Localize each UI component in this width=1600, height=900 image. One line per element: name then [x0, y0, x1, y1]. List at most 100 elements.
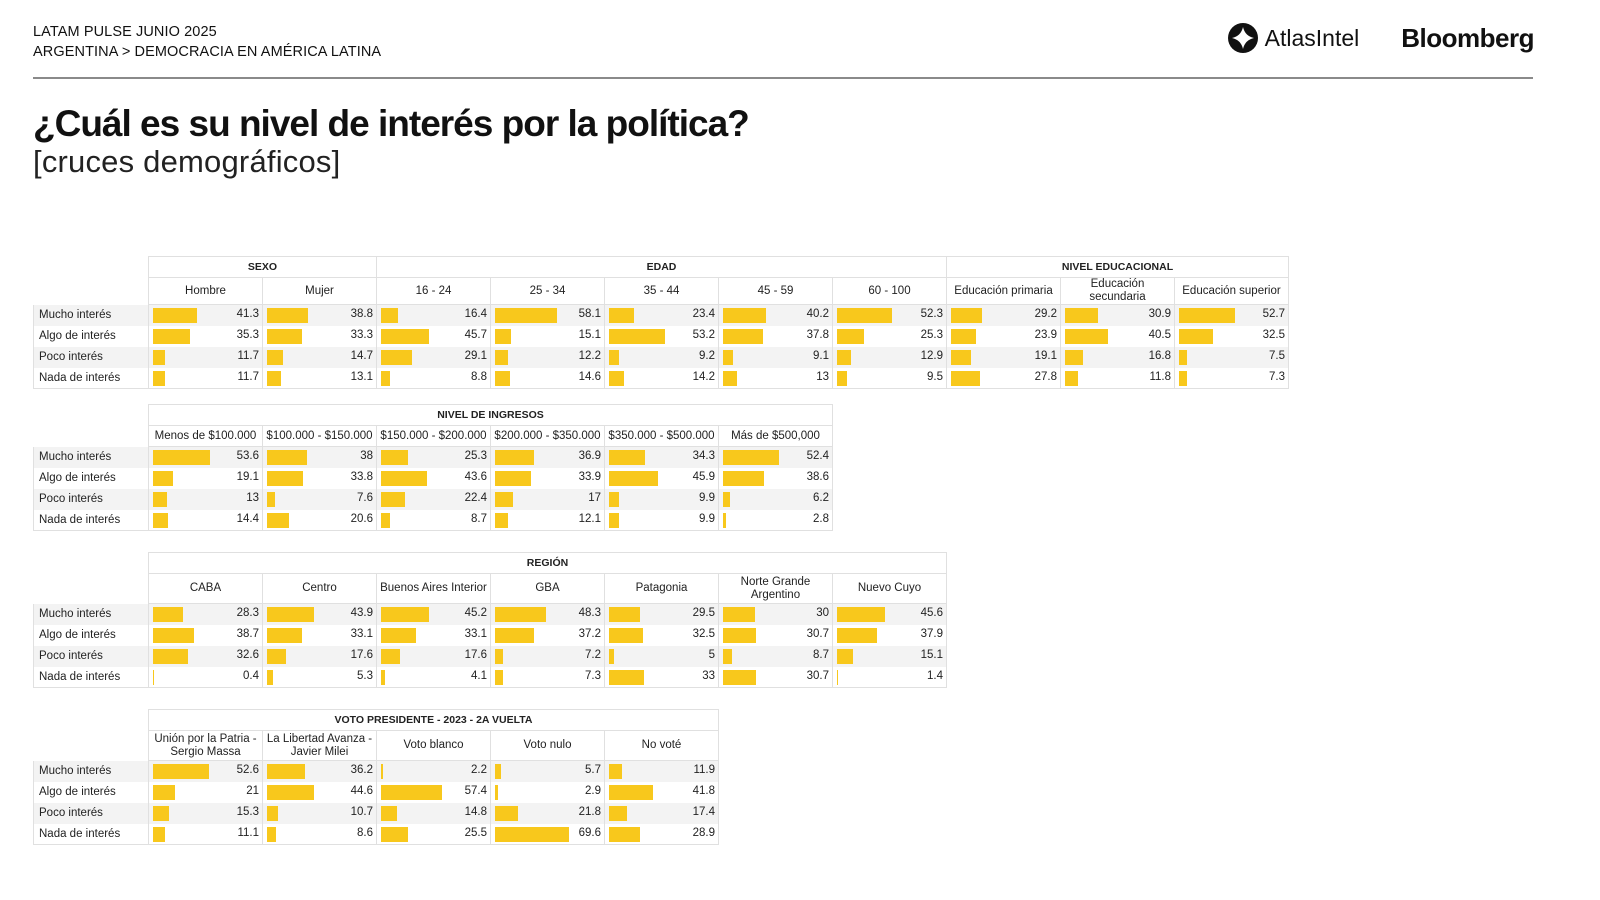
- data-cell: 10.7: [262, 802, 377, 824]
- value-bar: [267, 669, 273, 685]
- data-cell: 30.9: [1060, 304, 1175, 326]
- data-cell: 23.4: [604, 304, 719, 326]
- crosstab-table: SEXO EDAD NIVEL EDUCACIONAL Hombre Mujer 16 -…: [33, 256, 1289, 389]
- data-cell: 12.2: [490, 346, 605, 368]
- value-label: 38.6: [806, 470, 829, 483]
- data-cell: 33.1: [262, 624, 377, 646]
- value-bar: [723, 349, 733, 365]
- value-bar: [609, 450, 646, 465]
- value-label: 8.8: [471, 370, 487, 383]
- value-label: 36.2: [350, 764, 373, 776]
- row-label: Algo de interés: [33, 781, 149, 803]
- column-header: Más de $500,000: [718, 425, 833, 447]
- data-cell: 17: [490, 488, 605, 510]
- value-bar: [495, 370, 511, 386]
- value-label: 44.6: [350, 784, 373, 797]
- value-label: 32.6: [236, 648, 259, 661]
- column-header: $200.000 - $350.000: [490, 425, 605, 447]
- data-cell: 11.9: [604, 760, 719, 782]
- group-header: REGIÓN: [148, 552, 947, 574]
- column-header: Patagonia: [604, 573, 719, 604]
- data-cell: 27.8: [946, 367, 1061, 389]
- data-cell: 14.6: [490, 367, 605, 389]
- column-header: 35 - 44: [604, 277, 719, 305]
- value-label: 29.1: [464, 349, 487, 362]
- column-header: Voto blanco: [376, 730, 491, 761]
- value-bar: [837, 669, 839, 685]
- crosstab-table: VOTO PRESIDENTE - 2023 - 2A VUELTA Unión …: [33, 709, 719, 845]
- atlasintel-wordmark: AtlasIntel: [1264, 24, 1360, 51]
- value-bar: [267, 826, 277, 842]
- data-cell: 7.3: [490, 666, 605, 688]
- value-label: 8.7: [471, 512, 487, 525]
- value-bar: [723, 648, 733, 664]
- value-label: 11.8: [1149, 370, 1171, 383]
- value-label: 52.3: [920, 308, 943, 320]
- data-cell: 1.4: [832, 666, 947, 688]
- value-label: 33.8: [350, 470, 373, 483]
- corner-cell: [33, 573, 149, 604]
- value-bar: [267, 607, 314, 622]
- crosstab-table: REGIÓN CABA Centro Buenos Aires Interior GBA…: [33, 552, 947, 688]
- value-bar: [723, 308, 766, 323]
- table-row: Algo de interés 35.3 33.3 45.7 15.1 53.2 37.8 2…: [33, 325, 1289, 347]
- data-cell: 2.8: [718, 509, 833, 531]
- data-cell: 14.8: [376, 802, 491, 824]
- column-header-row: CABA Centro Buenos Aires Interior GBA Patago…: [33, 573, 947, 604]
- data-cell: 25.3: [832, 325, 947, 347]
- value-bar: [1179, 370, 1187, 386]
- data-cell: 5.7: [490, 760, 605, 782]
- data-cell: 11.1: [148, 823, 263, 845]
- group-header: NIVEL EDUCACIONAL: [946, 256, 1289, 278]
- data-cell: 38.7: [148, 624, 263, 646]
- value-bar: [495, 308, 557, 323]
- value-bar: [837, 349, 851, 365]
- data-cell: 7.6: [262, 488, 377, 510]
- value-label: 2.2: [471, 764, 487, 776]
- value-label: 32.5: [692, 627, 715, 640]
- column-header-row: Hombre Mujer 16 - 24 25 - 34 35 - 44 45 - 59 6…: [33, 277, 1289, 305]
- group-header-row: VOTO PRESIDENTE - 2023 - 2A VUELTA: [33, 709, 719, 731]
- value-label: 6.2: [813, 491, 829, 504]
- column-header: Educación secundaria: [1060, 277, 1175, 305]
- column-header: No voté: [604, 730, 719, 761]
- value-bar: [153, 669, 154, 685]
- row-label: Mucho interés: [33, 304, 149, 326]
- data-cell: 57.4: [376, 781, 491, 803]
- value-label: 29.5: [692, 607, 715, 619]
- value-bar: [381, 764, 384, 779]
- value-label: 9.5: [927, 370, 943, 383]
- data-cell: 7.5: [1174, 346, 1289, 368]
- value-bar: [267, 648, 286, 664]
- data-cell: 9.5: [832, 367, 947, 389]
- value-bar: [267, 349, 283, 365]
- data-cell: 37.9: [832, 624, 947, 646]
- column-header: 25 - 34: [490, 277, 605, 305]
- value-bar: [267, 491, 276, 507]
- value-label: 13: [246, 491, 259, 504]
- value-bar: [1065, 328, 1108, 344]
- value-label: 37.8: [806, 328, 829, 341]
- value-bar: [381, 784, 442, 800]
- row-label: Nada de interés: [33, 823, 149, 845]
- value-label: 38.8: [350, 308, 373, 320]
- value-bar: [153, 491, 167, 507]
- value-label: 33.9: [578, 470, 601, 483]
- value-bar: [495, 627, 535, 643]
- value-label: 9.9: [699, 491, 715, 504]
- atlasintel-logo: AtlasIntel: [1227, 22, 1360, 54]
- value-label: 33.3: [350, 328, 373, 341]
- row-label: Poco interés: [33, 645, 149, 667]
- data-cell: 6.2: [718, 488, 833, 510]
- value-label: 7.5: [1269, 349, 1285, 362]
- value-label: 32.5: [1262, 328, 1285, 341]
- table-row: Mucho interés 52.6 36.2 2.2 5.7 11.9: [33, 760, 719, 782]
- value-bar: [267, 512, 289, 528]
- value-label: 15.1: [920, 648, 943, 661]
- value-label: 14.6: [578, 370, 601, 383]
- group-header: SEXO: [148, 256, 377, 278]
- value-bar: [837, 648, 853, 664]
- value-label: 57.4: [464, 784, 487, 797]
- value-label: 14.4: [236, 512, 259, 525]
- data-cell: 33.9: [490, 467, 605, 489]
